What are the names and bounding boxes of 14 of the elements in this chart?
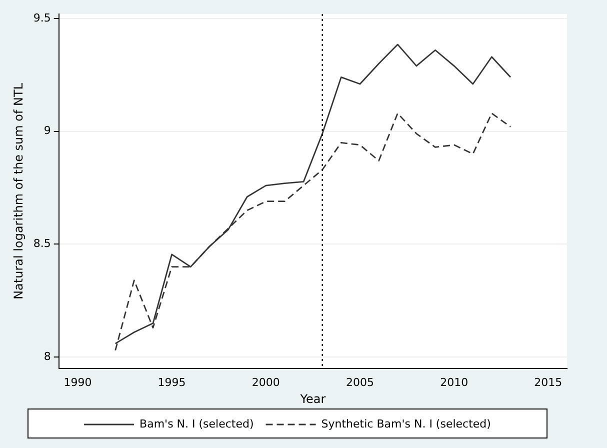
y-tick-label: 9.5	[33, 11, 51, 24]
x-axis-title: Year	[299, 392, 326, 406]
x-tick-label: 1995	[158, 376, 186, 389]
x-tick-label: 2015	[534, 376, 562, 389]
x-tick-label: 2000	[252, 376, 280, 389]
legend-label: Synthetic Bam's N. I (selected)	[321, 417, 491, 430]
x-tick-label: 2010	[440, 376, 468, 389]
y-axis-title: Natural logarithm of the sum of NTL	[11, 82, 26, 300]
y-tick-label: 8	[44, 350, 51, 363]
legend-label: Bam's N. I (selected)	[140, 417, 254, 430]
x-tick-label: 1990	[64, 376, 92, 389]
y-tick-label: 8.5	[33, 237, 51, 250]
y-tick-label: 9	[44, 124, 51, 138]
x-tick-label: 2005	[346, 376, 374, 389]
